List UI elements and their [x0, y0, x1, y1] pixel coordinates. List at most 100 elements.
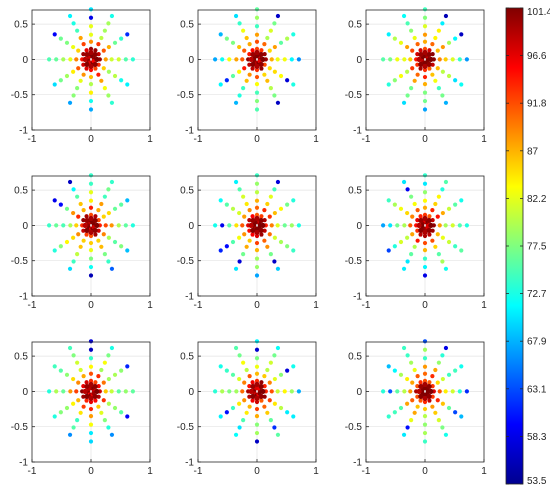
data-point: [453, 368, 458, 373]
data-point: [418, 61, 424, 67]
data-point: [450, 57, 455, 62]
data-point: [267, 66, 272, 71]
data-point: [410, 398, 415, 403]
data-point: [278, 40, 284, 45]
data-point: [272, 44, 277, 50]
data-point: [71, 353, 76, 358]
data-point: [443, 179, 449, 185]
data-point: [268, 252, 273, 257]
data-point: [254, 63, 260, 70]
y-tick-label: 0: [188, 387, 194, 398]
data-point: [430, 374, 435, 379]
data-point: [267, 232, 272, 237]
data-point: [96, 238, 101, 243]
points: [213, 7, 301, 112]
data-point: [422, 190, 428, 195]
data-point: [254, 256, 260, 261]
data-point: [459, 414, 464, 419]
data-point: [88, 24, 94, 29]
data-point: [272, 187, 277, 192]
data-point: [428, 56, 434, 63]
data-point: [119, 410, 124, 415]
data-point: [106, 21, 111, 26]
data-point: [254, 233, 260, 239]
data-point: [88, 15, 94, 20]
data-point: [224, 202, 229, 207]
x-tick-label: 0: [254, 134, 260, 145]
data-point: [52, 414, 57, 419]
data-point: [422, 32, 428, 37]
data-point: [426, 383, 432, 390]
data-point: [84, 214, 89, 219]
data-point: [234, 223, 239, 228]
points: [381, 339, 469, 444]
data-point: [254, 215, 260, 221]
data-point: [88, 205, 94, 210]
data-point: [250, 227, 256, 233]
data-point: [99, 410, 104, 415]
data-point: [422, 264, 428, 270]
data-point: [220, 223, 225, 228]
data-point: [254, 371, 260, 376]
x-tick-label: -1: [194, 300, 203, 311]
data-point: [106, 210, 111, 216]
data-point: [402, 389, 407, 394]
data-point: [123, 389, 128, 394]
data-point: [405, 259, 410, 264]
data-point: [422, 181, 428, 186]
data-point: [54, 57, 59, 62]
data-point: [260, 222, 266, 229]
data-point: [262, 404, 267, 409]
data-point: [254, 90, 260, 95]
data-point: [422, 395, 428, 402]
x-tick-label: 0: [88, 134, 94, 145]
x-tick-label: 1: [147, 300, 153, 311]
data-point: [244, 35, 249, 41]
data-point: [93, 380, 98, 385]
data-point: [265, 78, 270, 83]
data-point: [275, 57, 280, 62]
data-point: [398, 206, 404, 211]
data-point: [443, 266, 449, 271]
data-point: [213, 389, 218, 394]
data-point: [430, 72, 435, 77]
data-point: [125, 414, 130, 419]
data-point: [106, 235, 111, 240]
data-point: [106, 401, 111, 406]
data-point: [388, 57, 393, 62]
data-point: [88, 273, 94, 278]
data-point: [398, 40, 404, 45]
data-point: [405, 69, 410, 74]
data-point: [258, 51, 264, 58]
data-point: [422, 198, 428, 203]
data-point: [422, 378, 428, 383]
data-point: [102, 28, 107, 33]
data-point: [422, 82, 428, 87]
data-point: [386, 364, 391, 369]
data-point: [433, 410, 438, 415]
data-point: [84, 383, 90, 390]
data-point: [237, 376, 242, 382]
data-point: [433, 367, 438, 373]
data-point: [440, 69, 445, 74]
x-tick-label: -1: [28, 466, 37, 477]
data-point: [412, 244, 417, 249]
data-point: [296, 57, 301, 62]
data-point: [96, 208, 101, 213]
data-point: [416, 56, 422, 63]
data-point: [84, 227, 90, 233]
y-tick-label: -0.5: [345, 256, 363, 267]
data-point: [242, 48, 247, 53]
data-point: [81, 72, 86, 77]
data-point: [75, 252, 80, 257]
data-point: [291, 32, 296, 37]
data-point: [265, 35, 270, 41]
data-point: [106, 353, 111, 358]
data-point: [106, 425, 111, 430]
y-tick-label: 0: [356, 55, 362, 66]
data-point: [76, 48, 81, 53]
data-point: [116, 223, 121, 228]
data-point: [227, 389, 232, 394]
y-tick-label: 0: [356, 387, 362, 398]
data-point: [247, 42, 252, 47]
